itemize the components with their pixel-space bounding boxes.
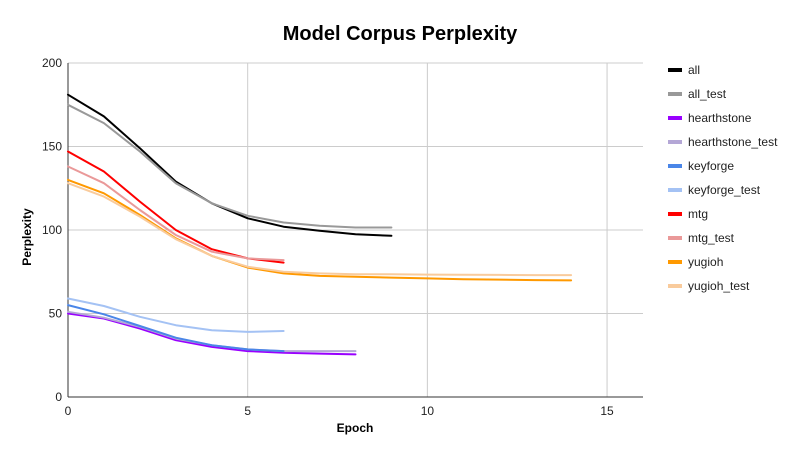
legend-label: hearthstone (688, 111, 752, 125)
y-axis-label: Perplexity (20, 208, 34, 266)
chart-title: Model Corpus Perplexity (283, 23, 518, 45)
legend: all all_test hearthstone hearthstone_testke… (668, 63, 778, 293)
legend-label: keyforge_test (688, 183, 761, 197)
x-tick-label: 5 (244, 404, 251, 418)
y-tick-label: 0 (55, 390, 62, 404)
series-line-hearthstone (67, 312, 357, 356)
legend-label: yugioh_test (688, 279, 750, 293)
y-tick-label: 200 (42, 56, 62, 70)
series-line-keyforge (67, 304, 285, 353)
series-line-yugioh (67, 178, 573, 282)
series-line-all (67, 93, 393, 237)
legend-label: mtg (688, 207, 708, 221)
legend-label: yugioh (688, 255, 723, 269)
series-line-yugioh-test (67, 182, 573, 277)
legend-label: keyforge (688, 159, 734, 173)
series-lines (67, 93, 573, 356)
y-tick-label: 150 (42, 140, 62, 154)
legend-label: all_test (688, 87, 727, 101)
series-line-keyforge-test (67, 297, 285, 333)
legend-swatch (668, 212, 682, 216)
x-axis-label: Epoch (337, 421, 374, 435)
legend-label: hearthstone_test (688, 135, 778, 149)
legend-label: mtg_test (688, 231, 735, 245)
tick-labels: 0 50 100 150 200 0 5 10 15 (42, 56, 614, 418)
x-tick-label: 10 (421, 404, 435, 418)
legend-swatch (668, 188, 682, 192)
series-line-mtg (67, 150, 285, 264)
x-tick-label: 15 (600, 404, 614, 418)
legend-swatch (668, 92, 682, 96)
axes (67, 63, 643, 398)
grid-lines (68, 62, 643, 397)
series-line-all-test (67, 103, 393, 229)
legend-label: all (688, 63, 700, 77)
legend-swatch (668, 116, 682, 120)
legend-swatch (668, 236, 682, 240)
legend-swatch (668, 140, 682, 144)
legend-swatch (668, 284, 682, 288)
x-tick-label: 0 (65, 404, 72, 418)
legend-swatch (668, 260, 682, 264)
series-line-mtg-test (67, 165, 285, 262)
y-tick-label: 50 (49, 307, 63, 321)
legend-swatch (668, 164, 682, 168)
y-tick-label: 100 (42, 223, 62, 237)
legend-swatch (668, 68, 682, 72)
